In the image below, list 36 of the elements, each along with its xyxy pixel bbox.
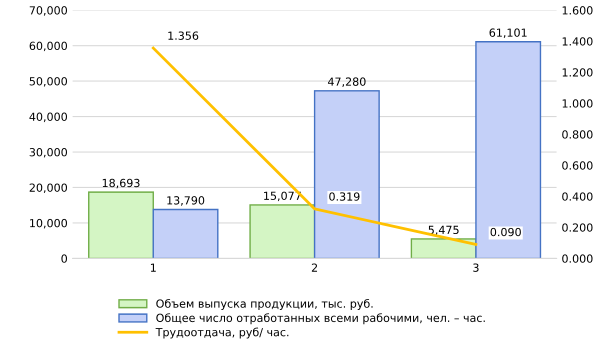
x-tick-label: 3 [473,263,479,272]
y-tick-label: 60,000 [30,42,67,52]
data-label: 0.319 [329,192,360,201]
data-label: 1.356 [168,31,198,40]
legend-label: Общее число отработанных всеми рабочими, чел. – час. [156,313,485,324]
y-tick-label: 10,000 [30,218,67,228]
bar [88,191,154,258]
data-label: 47,280 [328,77,366,87]
y2-tick-label: 1.600 [562,6,593,15]
y-tick-label: 70,000 [30,6,67,16]
legend-label: Объем выпуска продукции, тыс. руб. [156,299,373,310]
y-tick-label: 50,000 [30,77,67,87]
x-tick-label: 2 [312,263,318,272]
y-tick-label: 30,000 [30,148,67,158]
legend-label: Трудоотдача, руб/ час. [156,328,288,338]
bar [152,208,218,258]
y2-tick-label: 1.200 [562,68,593,77]
y2-tick-label: 1.000 [562,99,593,108]
y-tick-label: 40,000 [29,112,67,122]
y2-tick-label: 0.800 [562,130,593,139]
data-label: 13,790 [167,196,204,206]
data-label: 5,475 [428,226,459,236]
data-label: 18,693 [102,178,140,188]
x-tick-label: 1 [150,264,156,272]
data-label: 61,101 [490,28,527,38]
y2-tick-label: 1.400 [562,37,593,46]
y2-tick-label: 0.600 [562,161,593,170]
bar [249,204,316,258]
bar [314,90,380,258]
bar [475,41,542,258]
y2-tick-label: 0.200 [562,223,593,232]
data-label: 0.090 [490,228,521,236]
y2-tick-label: 0.000 [562,254,593,263]
y-tick-label: 20,000 [30,183,67,193]
y-tick-label: 0 [61,254,67,263]
y2-tick-label: 0.400 [562,192,593,201]
